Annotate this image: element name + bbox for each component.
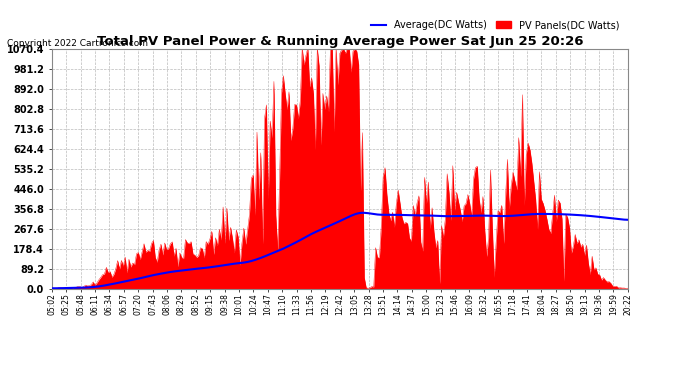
Title: Total PV Panel Power & Running Average Power Sat Jun 25 20:26: Total PV Panel Power & Running Average P… [97,34,583,48]
Legend: Average(DC Watts), PV Panels(DC Watts): Average(DC Watts), PV Panels(DC Watts) [368,16,623,34]
Text: Copyright 2022 Cartronics.com: Copyright 2022 Cartronics.com [7,39,148,48]
